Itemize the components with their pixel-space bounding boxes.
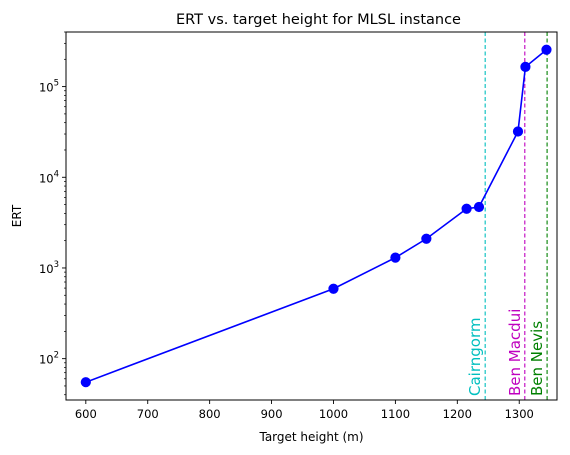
x-tick-label: 800 [199, 407, 221, 421]
data-point [541, 44, 552, 55]
data-point [80, 377, 91, 388]
y-tick-label: 103 [39, 260, 59, 276]
y-axis-label: ERT [10, 204, 24, 227]
data-point [328, 283, 339, 294]
plot-frame [65, 31, 558, 401]
y-tick-label: 102 [39, 351, 59, 367]
reference-line-label: Ben Nevis [528, 321, 546, 396]
data-point [473, 201, 485, 213]
x-axis-label: Target height (m) [258, 430, 363, 444]
x-tick-label: 900 [261, 407, 283, 421]
data-point [512, 126, 524, 137]
reference-line-label: Ben Macdui [506, 309, 524, 396]
data-series [80, 44, 552, 388]
data-point [390, 252, 401, 263]
x-axis-ticks: 600 700 800 900 1000 1100 1200 1300 [75, 400, 534, 421]
x-tick-label: 1000 [319, 407, 348, 421]
data-point [421, 233, 432, 244]
y-tick-label: 104 [39, 169, 59, 185]
x-tick-label: 1200 [443, 407, 472, 421]
x-tick-label: 1100 [381, 407, 410, 421]
reference-lines: Cairngorm Ben Macdui Ben Nevis [466, 32, 548, 400]
x-tick-label: 700 [137, 407, 159, 421]
reference-line-label: Cairngorm [466, 318, 484, 396]
y-axis-ticks: 102 103 104 105 [39, 31, 66, 396]
data-point [520, 61, 531, 72]
chart-title: ERT vs. target height for MLSL instance [176, 12, 461, 28]
x-tick-label: 1300 [505, 407, 534, 421]
y-tick-label: 105 [39, 79, 59, 95]
x-tick-label: 600 [75, 407, 97, 421]
data-point [461, 203, 472, 214]
